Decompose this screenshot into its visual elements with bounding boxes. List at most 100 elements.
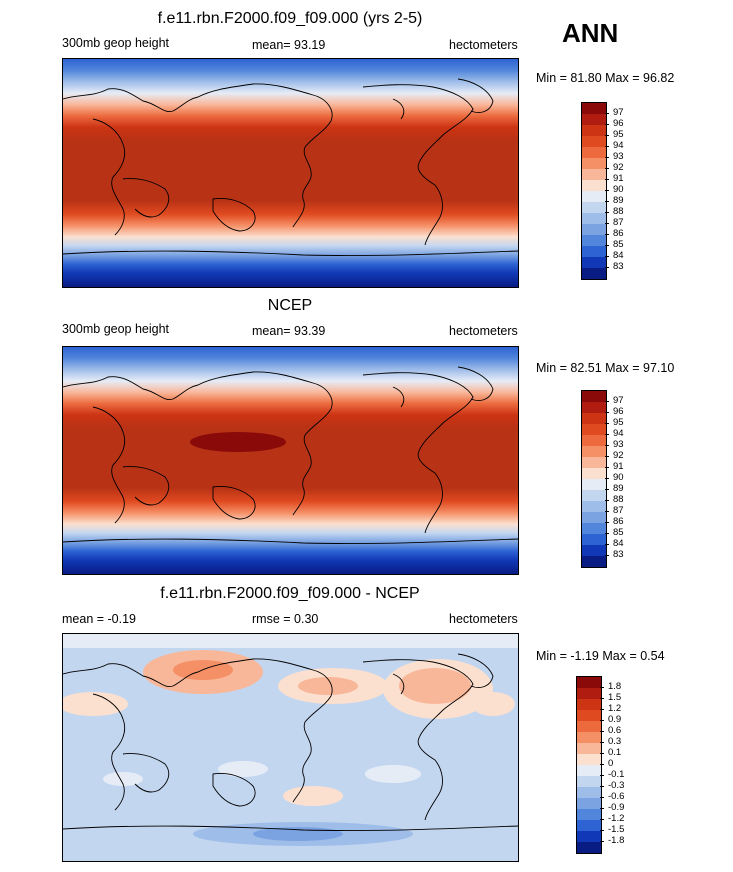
colorbar-tick-mark (600, 775, 604, 776)
colorbar-tick-label: 83 (613, 261, 624, 272)
colorbar-tick-label: 88 (613, 206, 624, 217)
colorbar-tick-mark (600, 819, 604, 820)
colorbar-tick-mark (600, 720, 604, 721)
colorbar-tick-label: 0.9 (608, 714, 622, 725)
mean-label: mean= 93.19 (252, 38, 326, 52)
minmax-label: Min = -1.19 Max = 0.54 (536, 649, 665, 663)
colorbar-swatches (576, 676, 602, 854)
colorbar-tick-mark (600, 764, 604, 765)
variable-label: 300mb geop height (62, 36, 170, 50)
panel-title: f.e11.rbn.F2000.f09_f09.000 (yrs 2-5) (157, 10, 423, 27)
season-label: ANN (562, 18, 619, 48)
colorbar-tick-label: 84 (613, 250, 624, 261)
colorbar-tick-mark (605, 445, 609, 446)
colorbar-tick-mark (605, 511, 609, 512)
colorbar-tick-mark (605, 478, 609, 479)
colorbar-tick-mark (605, 190, 609, 191)
mean-label: mean = -0.19 (62, 612, 137, 626)
colorbar-tick-label: 91 (613, 173, 624, 184)
colorbar-tick-label: 89 (613, 483, 624, 494)
colorbar-difference: 1.8 1.5 1.2 0.9 0.6 0.3 0.1 0 -0.1 -0.3 -0.6 -0.9 -1… (576, 676, 656, 858)
colorbar-tick-mark (605, 146, 609, 147)
colorbar-tick-mark (600, 698, 604, 699)
colorbar-tick-label: 97 (613, 107, 624, 118)
colorbar-tick-label: 95 (613, 417, 624, 428)
units-label: hectometers (449, 324, 518, 338)
colorbar-tick-mark (605, 212, 609, 213)
colorbar-tick-mark (600, 753, 604, 754)
colorbar-tick-label: 0 (608, 758, 614, 769)
panel-title: f.e11.rbn.F2000.f09_f09.000 - NCEP (160, 585, 420, 602)
colorbar-tick-mark (605, 179, 609, 180)
colorbar-tick-label: 96 (613, 406, 624, 417)
colorbar-tick-label: 87 (613, 505, 624, 516)
colorbar-ncep: 97 96 95 94 93 92 91 90 89 88 87 86 85 84 83 (581, 390, 661, 572)
colorbar-tick-mark (605, 522, 609, 523)
colorbar-tick-mark (605, 267, 609, 268)
map-canvas (63, 634, 518, 861)
colorbar-tick-mark (605, 168, 609, 169)
colorbar-tick-label: 93 (613, 439, 624, 450)
colorbar-tick-mark (600, 687, 604, 688)
colorbar-tick-label: 93 (613, 151, 624, 162)
panel-title: NCEP (267, 297, 313, 314)
minmax-label: Min = 81.80 Max = 96.82 (536, 71, 675, 85)
colorbar-tick-mark (600, 808, 604, 809)
colorbar-tick-mark (605, 467, 609, 468)
colorbar-tick-mark (605, 234, 609, 235)
colorbar-tick-label: -0.1 (608, 769, 625, 780)
colorbar-tick-label: -0.9 (608, 802, 625, 813)
colorbar-tick-mark (605, 423, 609, 424)
colorbar-tick-mark (605, 124, 609, 125)
colorbar-tick-mark (600, 830, 604, 831)
colorbar-tick-label: 94 (613, 140, 624, 151)
units-label: hectometers (449, 612, 518, 626)
colorbar-tick-label: 92 (613, 450, 624, 461)
colorbar-tick-label: -1.2 (608, 813, 625, 824)
colorbar-tick-label: 94 (613, 428, 624, 439)
colorbar-tick-mark (600, 797, 604, 798)
colorbar-tick-mark (605, 157, 609, 158)
units-label: hectometers (449, 38, 518, 52)
colorbar-tick-label: -1.5 (608, 824, 625, 835)
mean-label: mean= 93.39 (252, 324, 326, 338)
map-canvas (63, 59, 518, 287)
colorbar-tick-label: 92 (613, 162, 624, 173)
colorbar-tick-label: 0.3 (608, 736, 622, 747)
colorbar-tick-label: 1.5 (608, 692, 622, 703)
colorbar-tick-label: 86 (613, 516, 624, 527)
colorbar-tick-mark (605, 113, 609, 114)
minmax-label: Min = 82.51 Max = 97.10 (536, 361, 675, 375)
colorbar-tick-mark (605, 533, 609, 534)
colorbar-tick-label: 85 (613, 527, 624, 538)
map-canvas (63, 347, 518, 574)
map-ncep (62, 346, 519, 575)
colorbar-tick-label: 91 (613, 461, 624, 472)
colorbar-tick-label: 97 (613, 395, 624, 406)
colorbar-tick-mark (605, 500, 609, 501)
colorbar-swatches (581, 390, 607, 568)
colorbar-tick-label: 84 (613, 538, 624, 549)
colorbar-tick-mark (600, 731, 604, 732)
colorbar-tick-label: 85 (613, 239, 624, 250)
map-model (62, 58, 519, 288)
colorbar-tick-mark (605, 555, 609, 556)
colorbar-tick-mark (600, 709, 604, 710)
coastlines (63, 366, 518, 544)
colorbar-tick-mark (605, 256, 609, 257)
colorbar-tick-label: 87 (613, 217, 624, 228)
colorbar-tick-label: 90 (613, 184, 624, 195)
colorbar-tick-mark (605, 456, 609, 457)
colorbar-tick-label: 0.1 (608, 747, 622, 758)
colorbar-tick-mark (600, 786, 604, 787)
colorbar-tick-mark (605, 135, 609, 136)
colorbar-tick-label: 90 (613, 472, 624, 483)
colorbar-tick-label: 86 (613, 228, 624, 239)
colorbar-tick-label: 88 (613, 494, 624, 505)
colorbar-tick-mark (605, 223, 609, 224)
colorbar-tick-mark (605, 401, 609, 402)
colorbar-tick-label: 83 (613, 549, 624, 560)
colorbar-swatches (581, 102, 607, 280)
colorbar-tick-label: 96 (613, 118, 624, 129)
variable-label: 300mb geop height (62, 322, 170, 336)
